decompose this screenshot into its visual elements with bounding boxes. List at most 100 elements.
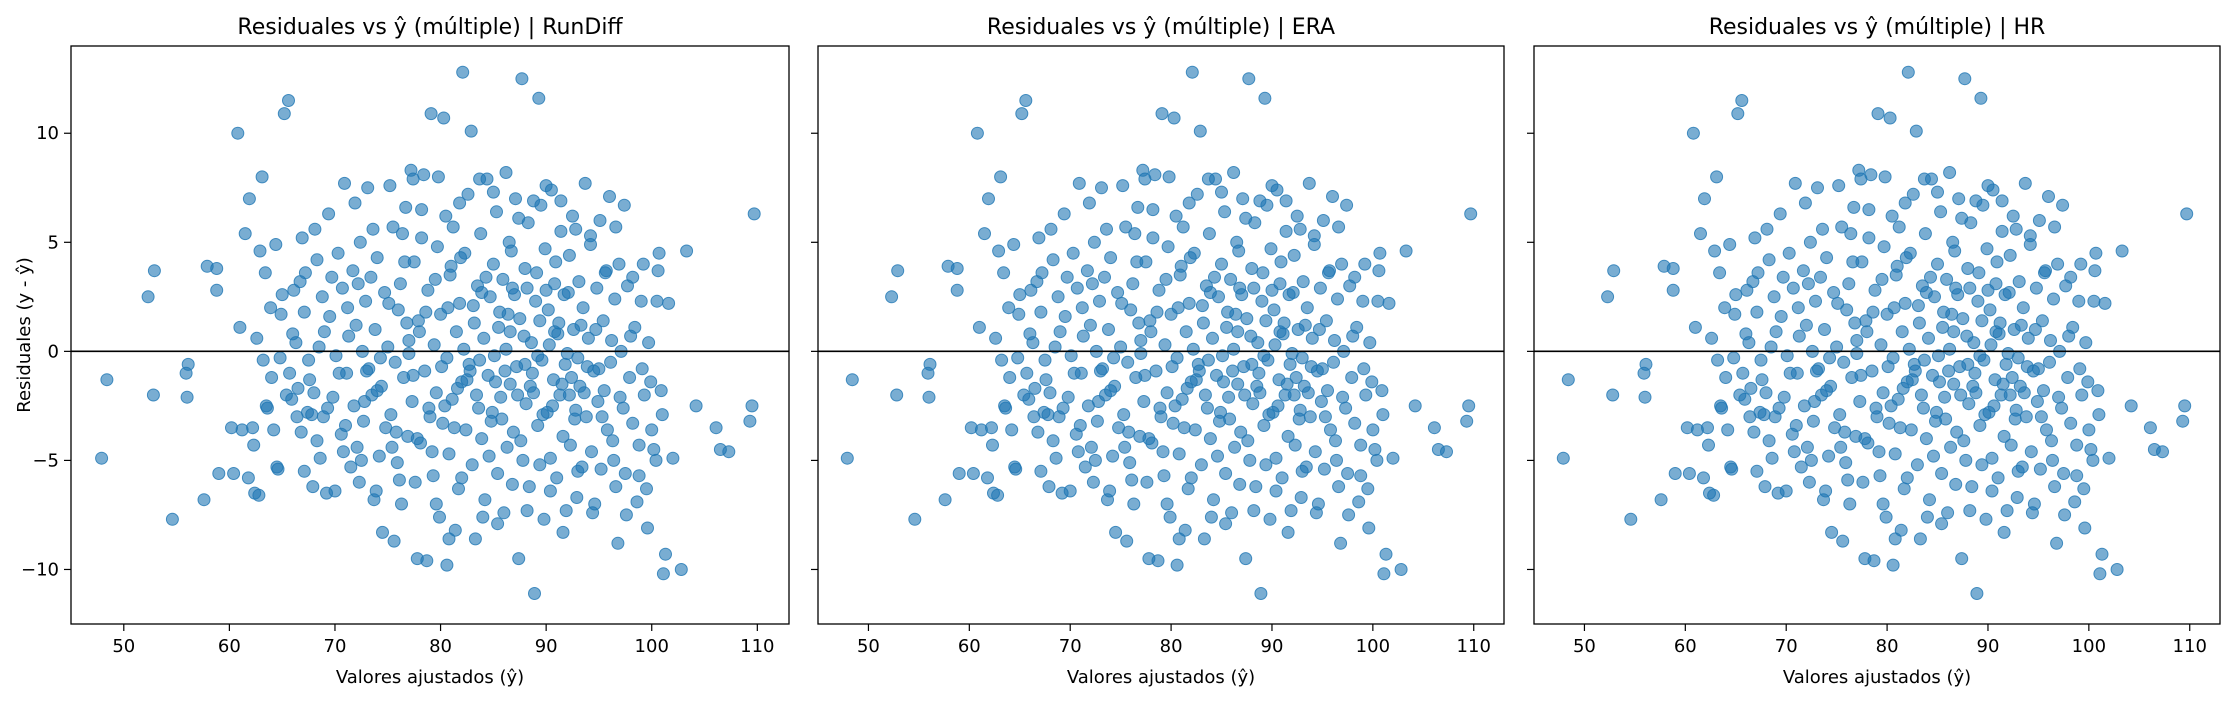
- data-point: [297, 464, 311, 478]
- data-point: [1049, 451, 1063, 465]
- data-point: [1116, 179, 1130, 193]
- data-point: [453, 296, 467, 310]
- data-point: [1013, 288, 1027, 302]
- data-point: [2023, 229, 2037, 243]
- data-point: [1697, 471, 1710, 485]
- data-point: [1232, 244, 1246, 258]
- data-point: [674, 563, 688, 576]
- x-tick-label: 90: [1977, 636, 2000, 657]
- data-point: [978, 227, 991, 241]
- data-point: [1123, 456, 1137, 470]
- data-point: [1875, 272, 1889, 286]
- data-point: [338, 176, 351, 190]
- data-point: [985, 421, 998, 435]
- data-point: [2003, 248, 2017, 262]
- data-point: [1901, 65, 1915, 79]
- data-point: [1082, 196, 1096, 210]
- data-point: [2033, 462, 2047, 476]
- data-point: [1686, 126, 1700, 140]
- data-point: [533, 458, 547, 472]
- data-point: [1017, 388, 1031, 402]
- data-point: [1238, 388, 1252, 402]
- data-point: [1831, 296, 1845, 310]
- data-point: [1956, 312, 1970, 326]
- data-point: [514, 434, 528, 448]
- data-point: [537, 512, 551, 526]
- data-point: [313, 451, 327, 465]
- data-point: [1719, 371, 1733, 384]
- data-point: [548, 325, 562, 339]
- data-point: [1058, 310, 1072, 323]
- data-point: [938, 493, 952, 507]
- data-point: [258, 266, 272, 280]
- data-point: [1219, 517, 1233, 531]
- data-point: [1866, 305, 1880, 319]
- data-point: [598, 266, 612, 280]
- data-point: [274, 307, 288, 321]
- data-point: [1041, 408, 1055, 422]
- data-point: [348, 196, 362, 210]
- data-points: [840, 65, 1478, 600]
- data-point: [1070, 281, 1084, 295]
- data-point: [147, 264, 161, 278]
- data-point: [2092, 408, 2106, 422]
- data-point: [1879, 510, 1893, 524]
- data-point: [1063, 484, 1077, 498]
- data-point: [1607, 264, 1621, 278]
- data-point: [1989, 325, 2003, 339]
- data-point: [1835, 220, 1849, 234]
- data-point: [1061, 390, 1075, 404]
- data-point: [1162, 170, 1176, 184]
- data-point: [542, 338, 556, 352]
- data-point: [273, 351, 287, 365]
- data-point: [520, 281, 534, 295]
- x-tick-label: 70: [1775, 636, 1798, 657]
- data-point: [1269, 451, 1283, 465]
- data-point: [2006, 209, 2020, 223]
- data-point: [1281, 525, 1295, 539]
- data-point: [541, 303, 555, 317]
- data-point: [571, 464, 585, 478]
- data-point: [520, 504, 534, 518]
- data-point: [1846, 255, 1860, 269]
- data-point: [436, 416, 450, 430]
- data-point: [617, 198, 631, 212]
- data-point: [981, 471, 994, 485]
- data-point: [282, 94, 295, 107]
- data-point: [1245, 357, 1259, 371]
- data-point: [1365, 375, 1379, 389]
- data-point: [1794, 460, 1808, 474]
- data-point: [349, 318, 363, 332]
- data-point: [1182, 296, 1196, 310]
- data-point: [1932, 349, 1945, 363]
- data-point: [1981, 283, 1995, 297]
- data-point: [1372, 264, 1386, 278]
- data-point: [1131, 200, 1145, 214]
- data-point: [1666, 262, 1680, 275]
- data-point: [364, 270, 378, 284]
- data-point: [1900, 471, 1914, 485]
- data-point: [1357, 362, 1371, 376]
- data-point: [1275, 471, 1289, 485]
- data-point: [1292, 412, 1306, 426]
- data-point: [440, 558, 454, 572]
- data-point: [1750, 464, 1764, 478]
- data-point: [1885, 209, 1899, 223]
- x-tick-label: 110: [2173, 636, 2207, 657]
- data-point: [1376, 408, 1390, 422]
- data-point: [1680, 421, 1694, 435]
- data-point: [1011, 351, 1025, 365]
- data-point: [398, 255, 412, 269]
- data-point: [1239, 552, 1253, 566]
- data-point: [2009, 222, 2023, 236]
- data-point: [1820, 384, 1834, 398]
- data-point: [2176, 414, 2190, 428]
- data-point: [1842, 277, 1856, 291]
- data-point: [1287, 388, 1301, 402]
- data-point: [1755, 373, 1769, 387]
- data-point: [370, 251, 384, 265]
- data-point: [2143, 421, 2157, 435]
- data-point: [1243, 453, 1257, 467]
- data-point: [531, 349, 545, 363]
